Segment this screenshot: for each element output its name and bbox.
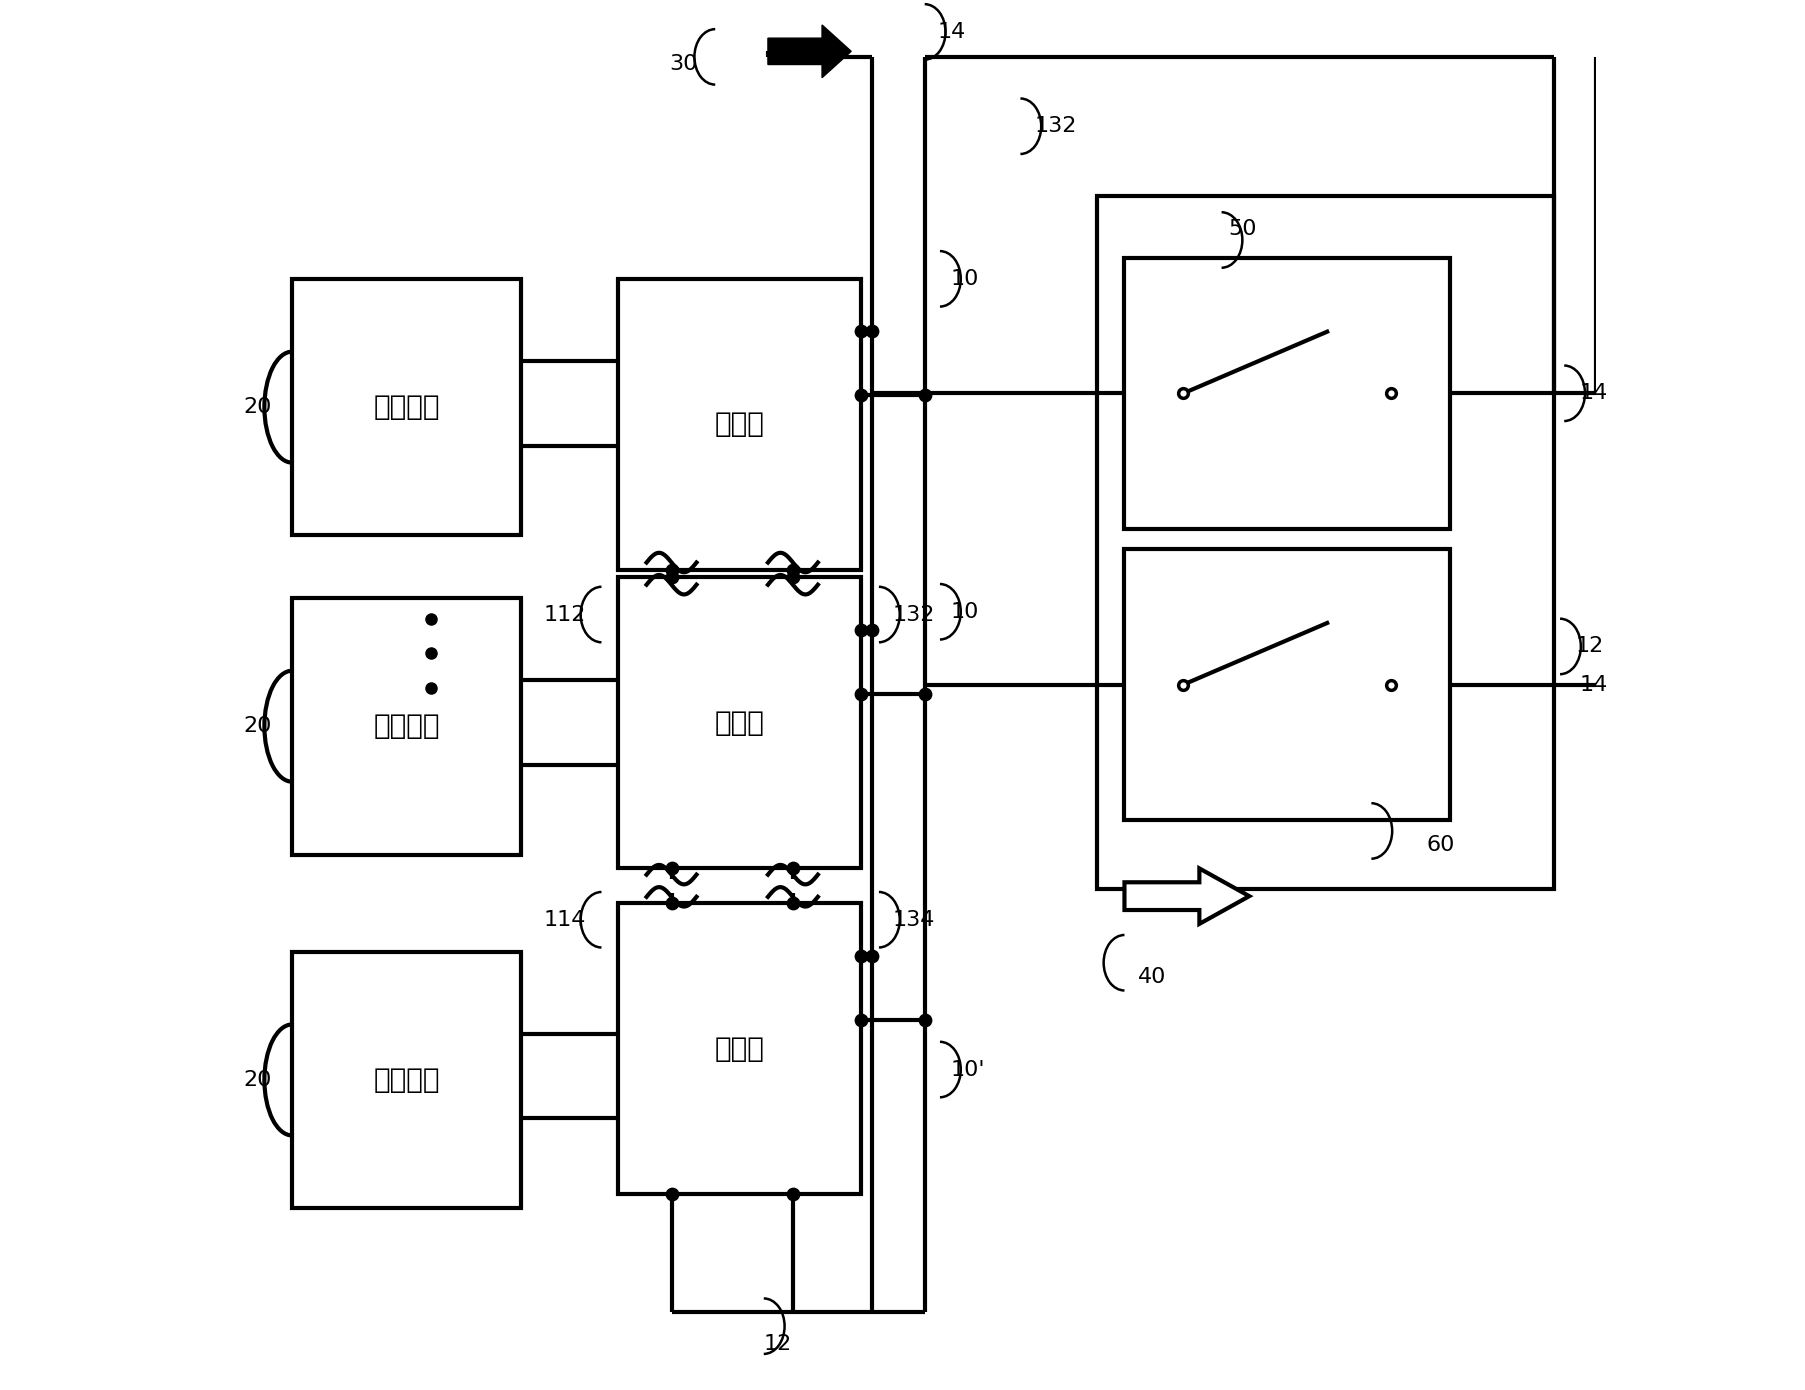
Point <box>657 1183 686 1205</box>
Text: 20: 20 <box>244 398 271 417</box>
Text: 电源单元: 电源单元 <box>374 393 440 421</box>
Polygon shape <box>767 25 852 78</box>
Text: 10: 10 <box>951 268 980 289</box>
Text: 14: 14 <box>1579 674 1608 695</box>
Point <box>657 559 686 581</box>
Bar <box>1125 549 1451 820</box>
Bar <box>617 577 861 869</box>
Point <box>778 858 807 880</box>
Point <box>847 944 875 966</box>
Text: 60: 60 <box>1426 835 1455 855</box>
Bar <box>292 598 522 855</box>
Text: 114: 114 <box>543 909 587 930</box>
Point <box>857 944 886 966</box>
Text: 12: 12 <box>1576 637 1603 656</box>
Text: 电源单元: 电源单元 <box>374 712 440 741</box>
Point <box>857 320 886 342</box>
Bar <box>1097 196 1554 890</box>
Point <box>847 320 875 342</box>
Point <box>657 892 686 915</box>
Point <box>778 559 807 581</box>
Point <box>910 1009 939 1031</box>
Bar <box>617 279 861 570</box>
Text: 10': 10' <box>951 1059 986 1080</box>
Text: 134: 134 <box>893 909 935 930</box>
Point <box>847 384 875 406</box>
Text: 14: 14 <box>937 22 966 42</box>
Bar <box>292 952 522 1208</box>
Point <box>657 858 686 880</box>
Text: 112: 112 <box>543 605 587 624</box>
Text: 12: 12 <box>764 1334 792 1354</box>
Point <box>847 619 875 641</box>
Text: 电源单元: 电源单元 <box>374 1066 440 1094</box>
Text: 20: 20 <box>244 716 271 737</box>
Point <box>657 566 686 588</box>
Text: 接线盒: 接线盒 <box>715 410 765 438</box>
Point <box>778 1183 807 1205</box>
Text: 接线盒: 接线盒 <box>715 1034 765 1063</box>
Text: 132: 132 <box>1034 117 1076 136</box>
Point <box>910 682 939 705</box>
Text: 20: 20 <box>244 1070 271 1090</box>
Point <box>778 566 807 588</box>
Text: 14: 14 <box>1579 384 1608 403</box>
Text: 30: 30 <box>670 54 697 74</box>
Text: 132: 132 <box>893 605 935 624</box>
Point <box>910 384 939 406</box>
Point <box>847 1009 875 1031</box>
Text: 10: 10 <box>951 602 980 621</box>
Bar <box>617 904 861 1194</box>
Bar <box>292 279 522 535</box>
Text: 接线盒: 接线盒 <box>715 709 765 737</box>
Point <box>857 619 886 641</box>
Text: 40: 40 <box>1139 966 1166 987</box>
Point <box>847 682 875 705</box>
Text: 50: 50 <box>1227 218 1256 239</box>
Polygon shape <box>1125 869 1249 924</box>
Point <box>778 892 807 915</box>
Bar <box>1125 259 1451 528</box>
